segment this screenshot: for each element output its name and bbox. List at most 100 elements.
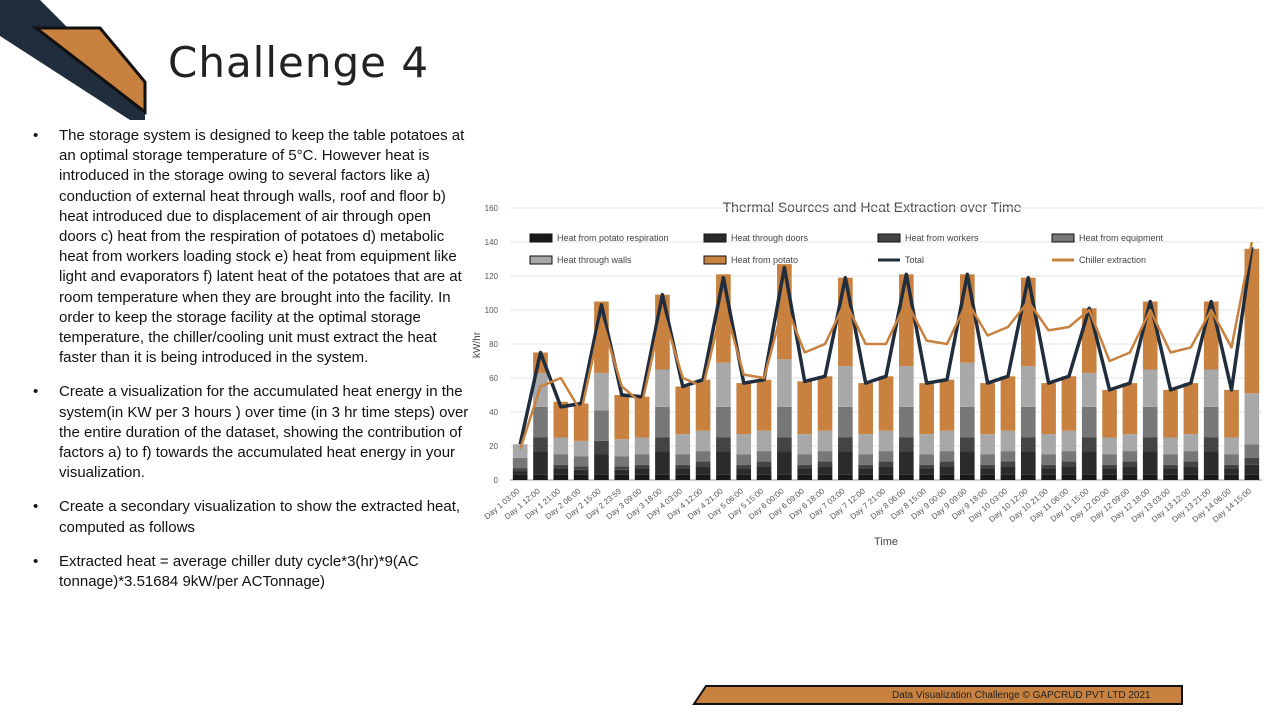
- bar-segment: [797, 474, 813, 480]
- bar-segment: [533, 437, 548, 452]
- bar-segment: [1081, 437, 1097, 452]
- bar-segment: [838, 366, 853, 407]
- bullet-dot: •: [33, 127, 39, 144]
- bar-segment: [777, 437, 792, 452]
- bar-segment: [553, 464, 569, 469]
- bar-segment: [980, 464, 995, 469]
- legend-label: Total: [905, 255, 924, 265]
- bullet-dot: •: [33, 498, 39, 516]
- bar-segment: [1142, 451, 1158, 475]
- bar-segment: [959, 451, 975, 475]
- footer-bar: [692, 685, 1183, 705]
- bar-segment: [1183, 466, 1199, 475]
- y-tick-label: 20: [489, 442, 498, 451]
- bar-segment: [1224, 437, 1239, 455]
- bar-segment: [939, 430, 955, 452]
- chart-legend: Heat from potato respiration Heat through…: [529, 233, 1164, 265]
- bar-segment: [1020, 474, 1036, 480]
- bullet-text: The storage system is designed to keep t…: [59, 127, 465, 367]
- bar-segment: [573, 440, 589, 457]
- bar-segment: [939, 451, 955, 462]
- bar-segment: [959, 474, 975, 480]
- legend-swatch: [877, 233, 901, 243]
- bar-segment: [512, 468, 528, 472]
- legend-label: Heat through doors: [731, 233, 809, 243]
- chart-y-ticks: 0 20 40 60 80 100 120 140 160: [485, 204, 499, 485]
- bar-segment: [919, 468, 934, 475]
- bullet-text: Extracted heat = average chiller duty cy…: [59, 552, 419, 591]
- bar-segment: [817, 474, 833, 480]
- bar-segment: [980, 434, 995, 455]
- bar-segment: [1041, 434, 1056, 455]
- y-tick-label: 40: [489, 408, 498, 417]
- legend-swatch: [703, 233, 727, 243]
- bullet-text: Create a visualization for the accumulat…: [59, 383, 469, 482]
- bar-segment: [1122, 383, 1138, 435]
- bar-segment: [553, 454, 569, 465]
- bar-segment: [1183, 461, 1199, 467]
- bar-segment: [878, 430, 894, 452]
- bar-segment: [939, 474, 955, 480]
- bar-segment: [878, 376, 894, 431]
- bar-segment: [1061, 474, 1077, 480]
- bar-segment: [634, 474, 650, 480]
- bar-segment: [838, 277, 853, 367]
- bar-segment: [899, 437, 914, 452]
- legend-swatch: [529, 233, 553, 243]
- bar-segment: [1000, 376, 1016, 431]
- corner-orange-band: [31, 26, 147, 116]
- bar-segment: [756, 430, 772, 452]
- bullet-item: • Extracted heat = average chiller duty c…: [30, 552, 470, 592]
- bar-segment: [634, 464, 650, 469]
- bar-segment: [1122, 434, 1138, 452]
- bar-segment: [858, 464, 873, 469]
- bar-segment: [1061, 451, 1077, 462]
- bar-segment: [512, 471, 528, 475]
- bar-segment: [1122, 474, 1138, 480]
- bar-segment: [878, 466, 894, 475]
- corner-decoration: [0, 0, 147, 120]
- bar-segment: [959, 437, 975, 452]
- bar-segment: [756, 461, 772, 467]
- bar-segment: [614, 466, 630, 470]
- bar-segment: [1020, 451, 1036, 475]
- bar-segment: [1122, 461, 1138, 467]
- heat-chart: Thermal Sources and Heat Extraction over…: [472, 199, 1262, 548]
- series-line: [518, 246, 1254, 445]
- bar-segment: [1000, 466, 1016, 475]
- bar-segment: [1224, 464, 1239, 469]
- bar-segment: [1122, 451, 1138, 462]
- legend-label: Chiller extraction: [1079, 255, 1146, 265]
- chart-lines: [518, 241, 1254, 450]
- bar-segment: [1244, 444, 1260, 458]
- bar-segment: [594, 410, 609, 441]
- bar-segment: [695, 461, 711, 467]
- bar-segment: [655, 451, 670, 475]
- bar-segment: [1000, 461, 1016, 467]
- bar-segment: [1041, 454, 1056, 465]
- bar-segment: [1102, 454, 1117, 465]
- bar-segment: [695, 474, 711, 480]
- bar-segment: [1163, 464, 1178, 469]
- bar-segment: [1000, 430, 1016, 452]
- bar-segment: [817, 430, 833, 452]
- bar-segment: [614, 469, 630, 475]
- bar-segment: [695, 466, 711, 475]
- bar-segment: [756, 474, 772, 480]
- slide-title: Challenge 4: [168, 38, 430, 87]
- bar-segment: [1041, 464, 1056, 469]
- legend-swatch: [529, 255, 553, 265]
- bar-segment: [919, 454, 934, 465]
- bar-segment: [777, 406, 792, 438]
- bar-segment: [858, 434, 873, 455]
- bar-segment: [878, 451, 894, 462]
- bar-segment: [980, 454, 995, 465]
- bar-segment: [1163, 437, 1178, 455]
- bar-segment: [838, 437, 853, 452]
- bar-segment: [573, 466, 589, 470]
- bar-segment: [1224, 454, 1239, 465]
- bar-segment: [1203, 451, 1219, 475]
- bar-segment: [1081, 451, 1097, 475]
- bar-segment: [695, 451, 711, 462]
